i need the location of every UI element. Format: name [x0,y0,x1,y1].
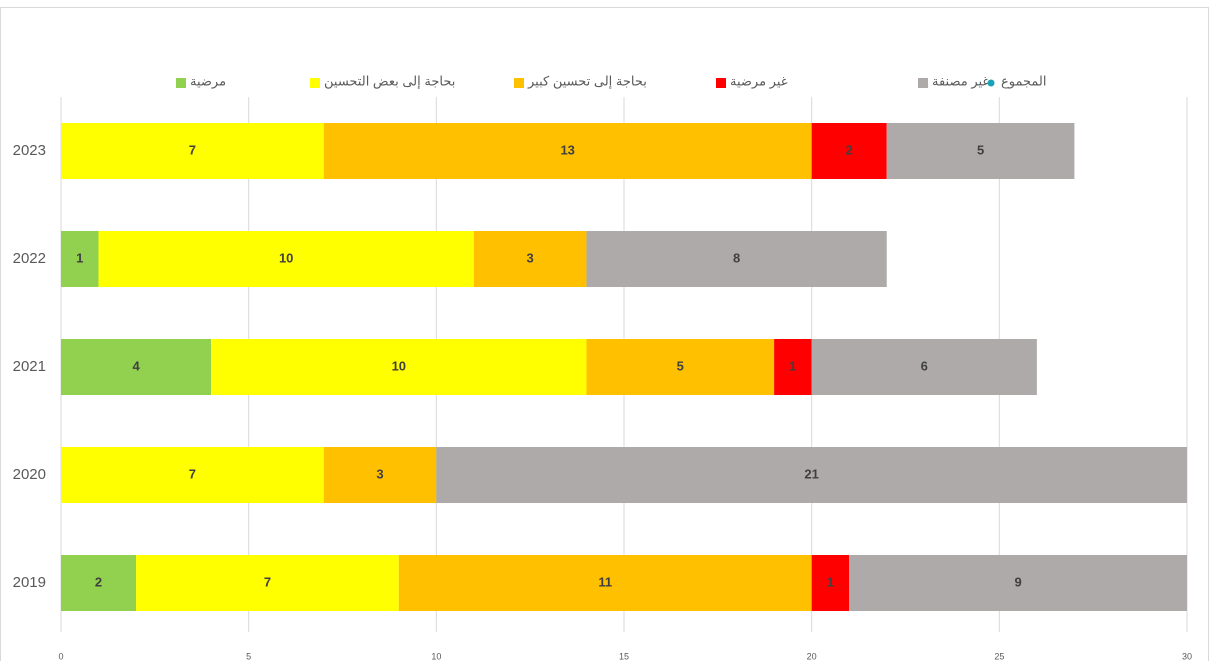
data-label: 4 [132,358,140,373]
data-label: 8 [733,250,740,265]
y-tick-label: 2022 [13,250,46,267]
data-label: 6 [921,358,928,373]
bar-segment [811,339,1037,395]
data-label: 3 [376,466,383,481]
data-label: 13 [560,142,574,157]
data-label: 2 [95,574,102,589]
bar-segment [774,339,812,395]
y-tick-label: 2021 [13,358,46,375]
bar-segment [61,123,324,179]
data-label: 10 [392,358,406,373]
data-label: 3 [527,250,534,265]
data-label: 7 [189,142,196,157]
data-label: 7 [189,466,196,481]
bar-segment [436,447,1187,503]
data-label: 5 [977,142,984,157]
y-tick-label: 2019 [13,574,46,591]
bar-segment [811,555,850,611]
legend-label: بحاجة إلى بعض التحسين [324,73,455,89]
legend-label: غير مصنفة [932,73,989,89]
legend-marker [716,78,726,88]
y-tick-label: 2023 [13,142,46,159]
x-tick-label: 25 [994,651,1004,661]
legend-label: غير مرضية [730,73,788,89]
x-tick-label: 15 [619,651,629,661]
bar-segment [586,231,887,287]
data-label: 10 [279,250,293,265]
bar-segment [323,447,437,503]
bar-segment [61,555,137,611]
bar-segment [211,339,587,395]
y-tick-label: 2020 [13,466,46,483]
data-label: 5 [677,358,684,373]
bar-segment [98,231,474,287]
legend-marker [987,79,995,87]
x-tick-label: 5 [246,651,251,661]
data-label: 1 [789,358,796,373]
legend-marker [514,78,524,88]
x-tick-label: 30 [1182,651,1192,661]
data-label: 1 [827,574,834,589]
legend-label: المجموع [1001,73,1046,89]
legend-label: مرضية [190,73,226,89]
bar-segment [586,339,775,395]
data-label: 2 [846,142,853,157]
data-label: 9 [1014,574,1021,589]
data-label: 1 [76,250,83,265]
bar-segment [398,555,812,611]
legend-marker [310,78,320,88]
x-tick-label: 0 [58,651,63,661]
bar-segment [61,339,212,395]
bar-segment [811,123,887,179]
x-tick-label: 20 [807,651,817,661]
legend-marker [918,78,928,88]
legend-label: بحاجة إلى تحسين كبير [527,73,647,89]
bar-segment [61,447,324,503]
bar-segment [136,555,399,611]
bar-segment [323,123,812,179]
data-label: 7 [264,574,271,589]
data-label: 21 [804,466,818,481]
x-tick-label: 10 [431,651,441,661]
bar-segment [61,231,99,287]
bar-segment [849,555,1187,611]
legend-marker [176,78,186,88]
bar-segment [886,123,1075,179]
bar-segment [473,231,587,287]
data-label: 11 [598,574,612,589]
